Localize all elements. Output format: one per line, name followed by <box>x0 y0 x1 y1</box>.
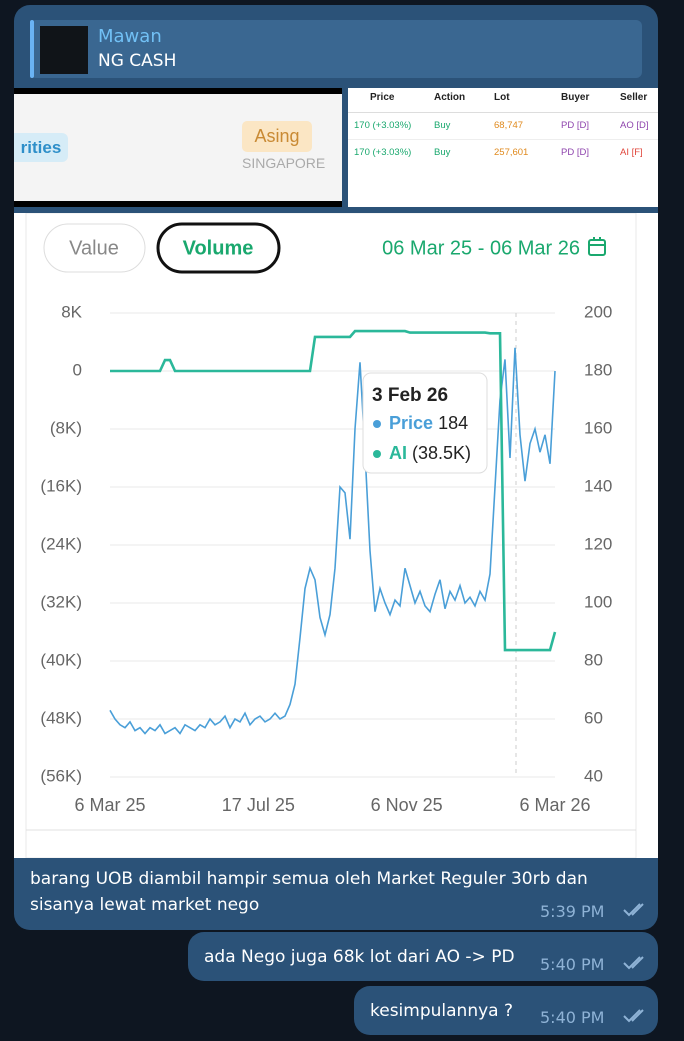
tag: Asing <box>242 121 312 152</box>
table-cell: 257,601 <box>494 147 529 158</box>
table-cell: PD [D] <box>561 120 589 131</box>
date-range[interactable]: 06 Mar 25 - 06 Mar 26 <box>382 237 580 259</box>
y2-tick-label: 120 <box>584 534 612 553</box>
y-tick-label: (48K) <box>40 708 82 727</box>
reply-bar <box>30 20 34 78</box>
y-tick-label: (24K) <box>40 534 82 553</box>
trade-table: Price Action Lot Buyer Seller 170 (+3.03%) Buy… <box>348 88 658 207</box>
table-cell: 170 (+3.03%) <box>354 147 412 158</box>
table-header: Action <box>434 92 466 103</box>
reply-thumbnail <box>40 26 88 74</box>
message-time: 5:40 PM <box>540 1008 605 1027</box>
country: SINGAPORE <box>242 155 326 171</box>
y-tick-label: (16K) <box>40 476 82 495</box>
calendar-icon <box>588 237 606 256</box>
table-cell: Buy <box>434 147 451 158</box>
y2-tick-label: 140 <box>584 476 612 495</box>
outgoing-bubble <box>188 932 658 981</box>
x-tick-label: 6 Mar 26 <box>519 795 590 815</box>
tooltip-date: 3 Feb 26 <box>372 385 448 406</box>
reply-name: Mawan <box>98 26 162 47</box>
table-header: Seller <box>620 92 648 103</box>
message-time: 5:39 PM <box>540 902 605 921</box>
table-cell: AI [F] <box>620 147 643 158</box>
y-tick-label: (56K) <box>40 766 82 785</box>
table-header: Lot <box>494 92 510 103</box>
y-tick-label: 8K <box>61 302 82 321</box>
y-tick-label: (8K) <box>50 418 82 437</box>
outgoing-bubble <box>354 986 658 1035</box>
tooltip-ai: AI (38.5K) <box>389 443 471 463</box>
tab-label: Volume <box>183 237 254 259</box>
y2-tick-label: 80 <box>584 650 603 669</box>
series-line <box>110 329 557 652</box>
table-header: Price <box>370 92 395 103</box>
table-cell: 170 (+3.03%) <box>354 120 412 131</box>
y-tick-label: (32K) <box>40 592 82 611</box>
y2-tick-label: 160 <box>584 418 612 437</box>
y2-tick-label: 100 <box>584 592 612 611</box>
x-tick-label: 6 Nov 25 <box>371 795 443 815</box>
image-crop: rities Asing SINGAPORE <box>14 88 342 207</box>
legend-dot <box>373 450 381 458</box>
table-cell: Buy <box>434 120 451 131</box>
tab-value[interactable] <box>43 223 146 273</box>
message-text: ada Nego juga 68k lot dari AO -> PD <box>204 947 515 967</box>
legend-dot <box>373 420 381 428</box>
reply-header[interactable] <box>30 20 642 78</box>
tooltip-price: Price 184 <box>389 413 468 433</box>
y-tick-label: (40K) <box>40 650 82 669</box>
table-cell: 68,747 <box>494 120 524 131</box>
reply-text: NG CASH <box>98 51 177 71</box>
y-tick-label: 0 <box>73 360 82 379</box>
message-text: kesimpulannya ? <box>370 1001 513 1021</box>
read-checks <box>623 903 644 1023</box>
y2-tick-label: 180 <box>584 360 612 379</box>
tooltip-value: (38.5K) <box>412 443 471 463</box>
tooltip <box>362 372 488 474</box>
chart: Value Volume 06 Mar 25 - 06 Mar 26 8K 0 (8… <box>14 213 658 858</box>
tooltip-value: 184 <box>438 413 468 433</box>
tooltip-value: AI <box>389 443 407 463</box>
message-text: barang UOB diambil hampir semua oleh Mar… <box>30 869 588 915</box>
tooltip-value: Price <box>389 413 433 433</box>
table-header: Buyer <box>561 92 590 103</box>
y2-tick-label: 60 <box>584 708 603 727</box>
message-time: 5:40 PM <box>540 955 605 974</box>
x-tick-label: 17 Jul 25 <box>222 795 295 815</box>
series-line <box>109 347 556 735</box>
y2-tick-label: 40 <box>584 766 603 785</box>
tab-volume[interactable] <box>156 222 281 274</box>
y2-tick-label: 200 <box>584 302 612 321</box>
table-cell: PD [D] <box>561 147 589 158</box>
x-tick-label: 6 Mar 25 <box>74 795 145 815</box>
badge: rities <box>14 133 68 162</box>
tab-label: Value <box>69 237 119 259</box>
table-cell: AO [D] <box>620 120 649 131</box>
